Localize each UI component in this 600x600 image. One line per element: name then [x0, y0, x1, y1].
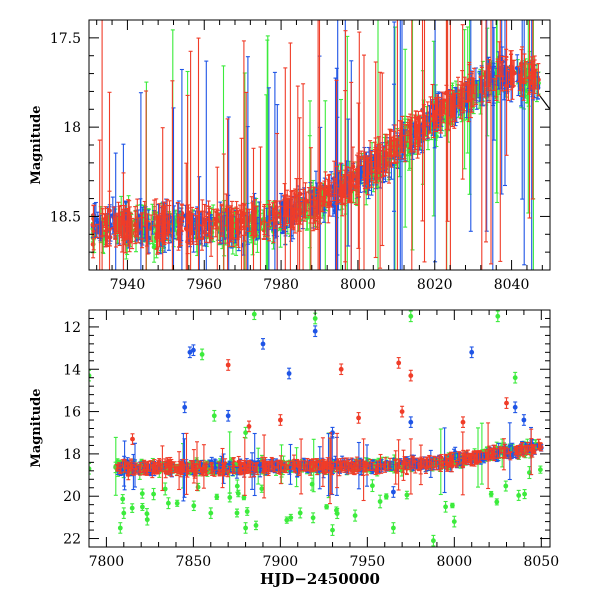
top-y-axis-title: Magnitude: [29, 105, 44, 184]
top-y-tick-labels: 17.5 18 18.5: [50, 31, 81, 226]
bottom-data-points: [89, 311, 544, 544]
top-error-bars: [90, 20, 541, 270]
x-tick-label: 8020: [417, 277, 453, 293]
top-panel: 7940 7960 7980 8000 8020 8040 17.5 18 18.5 Magn…: [29, 19, 551, 293]
y-tick-label: 17.5: [50, 31, 81, 47]
x-tick-label: 7960: [186, 277, 222, 293]
x-tick-label: 8040: [494, 277, 530, 293]
x-tick-label: 7940: [110, 277, 146, 293]
x-tick-label: 7980: [263, 277, 299, 293]
top-x-tick-labels: 7940 7960 7980 8000 8020 8040: [110, 277, 530, 293]
top-axis-ticks: [89, 19, 550, 271]
x-tick-label: 8000: [340, 277, 376, 293]
y-tick-label: 18.5: [50, 209, 81, 225]
y-tick-label: 18: [63, 120, 81, 136]
